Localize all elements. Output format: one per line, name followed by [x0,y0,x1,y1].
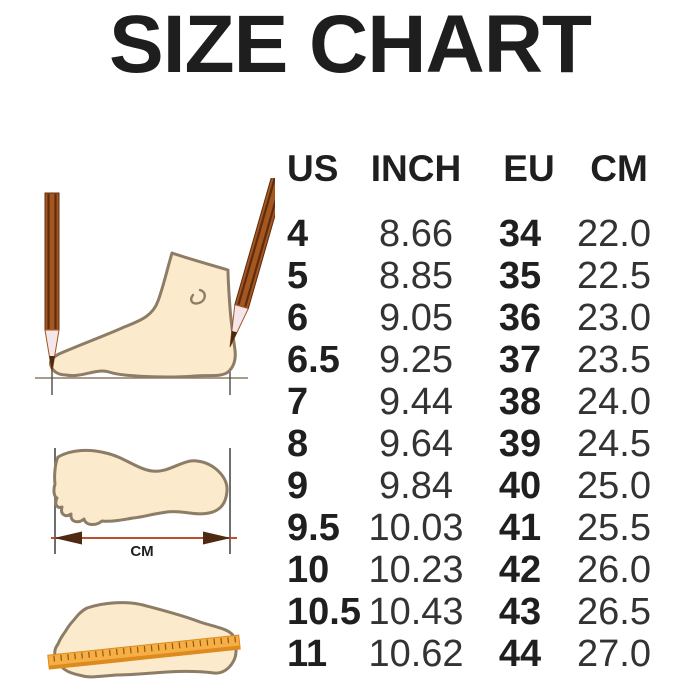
pencil-icon [229,178,275,348]
table-row: 9.5 10.03 41 25.5 [282,507,660,549]
ruler-ticks [53,636,237,662]
ruler-bottom-edge [48,645,241,670]
pencil-body [44,192,60,331]
table-row: 10 10.23 42 26.0 [282,549,660,591]
cell-us: 4 [287,213,309,255]
pencil-graphite-tip [49,356,55,372]
foot-side-icon [49,251,237,379]
cell-eu: 43 [498,591,542,633]
size-table: US INCH EU CM 4 8.66 34 22.0 5 8.85 35 22.5 6 9.0… [282,140,660,675]
cell-inch: 9.84 [379,465,453,507]
cell-us: 6 [287,297,309,339]
table-row: 11 10.62 44 27.0 [282,633,660,675]
table-row: 6.5 9.25 37 23.5 [282,339,660,381]
footprint-ruler-illustration [47,601,241,679]
table-row: 9 9.84 40 25.0 [282,465,660,507]
cell-cm: 26.5 [577,591,651,633]
arrow-right-head [203,531,231,545]
cell-us: 10.5 [287,591,361,633]
column-header-eu: EU [503,147,555,189]
cell-cm: 25.0 [577,465,651,507]
column-header-cm: CM [590,147,648,189]
cell-eu: 41 [498,507,542,549]
cell-cm: 23.5 [577,339,651,381]
cell-inch: 10.43 [368,591,464,633]
table-row: 4 8.66 34 22.0 [282,213,660,255]
cell-cm: 25.5 [577,507,651,549]
cell-eu: 38 [498,381,542,423]
cell-eu: 40 [498,465,542,507]
cell-cm: 22.0 [577,213,651,255]
cell-eu: 39 [498,423,542,465]
cell-eu: 35 [498,255,542,297]
cell-us: 10 [287,549,330,591]
page-title: SIZE CHART [109,0,592,90]
cell-us: 11 [287,633,328,675]
cm-label: CM [130,543,153,560]
cell-eu: 36 [498,297,542,339]
table-row: 7 9.44 38 24.0 [282,381,660,423]
cell-inch: 8.66 [379,213,453,255]
cell-inch: 9.44 [379,381,453,423]
ruler-icon [47,634,241,670]
cell-cm: 26.0 [577,549,651,591]
cell-eu: 37 [498,339,542,381]
table-row: 10.5 10.43 43 26.5 [282,591,660,633]
cell-cm: 24.0 [577,381,651,423]
cell-us: 6.5 [287,339,340,381]
cell-cm: 22.5 [577,255,651,297]
cell-inch: 10.62 [368,633,464,675]
table-row: 8 9.64 39 24.5 [282,423,660,465]
cell-inch: 9.05 [379,297,453,339]
cell-eu: 34 [498,213,542,255]
size-table-rows: 4 8.66 34 22.0 5 8.85 35 22.5 6 9.05 36 23.0 6.5 9.25… [282,213,660,675]
cell-us: 9.5 [287,507,340,549]
cell-cm: 23.0 [577,297,651,339]
pencil-wood-cone [44,329,60,373]
ankle-crease [190,288,206,305]
table-row: 6 9.05 36 23.0 [282,297,660,339]
cell-us: 5 [287,255,309,297]
cell-inch: 10.23 [368,549,464,591]
cell-inch: 8.85 [379,255,453,297]
pencil-stripes [47,194,57,329]
size-table-header: US INCH EU CM [282,140,660,196]
cell-cm: 27.0 [577,633,651,675]
pencil-icon [44,192,60,373]
pencil-stripes [237,178,275,307]
column-header-us: US [287,147,339,189]
cell-eu: 44 [498,633,542,675]
cell-eu: 42 [498,549,542,591]
table-row: 5 8.85 35 22.5 [282,255,660,297]
cell-inch: 9.25 [379,339,453,381]
column-header-inch: INCH [370,147,462,189]
cell-cm: 24.5 [577,423,651,465]
cell-us: 8 [287,423,309,465]
cell-inch: 10.03 [368,507,464,549]
footprint-cm-illustration: CM [51,448,237,560]
arrow-left-head [54,531,82,545]
pencil-graphite-tip [230,330,238,347]
cell-us: 7 [287,381,309,423]
foot-side-measure-illustration [35,178,275,395]
cell-inch: 9.64 [379,423,453,465]
cell-us: 9 [287,465,309,507]
footprint-icon [52,448,229,526]
